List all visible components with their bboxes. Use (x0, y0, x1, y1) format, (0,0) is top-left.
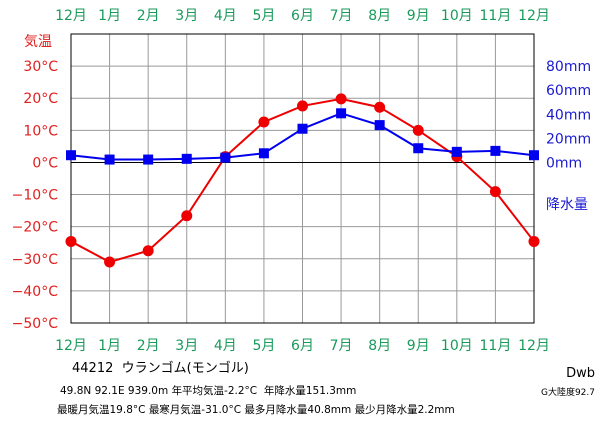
stats-line-2: 最暖月気温19.8°C 最寒月気温-31.0°C 最多月降水量40.8mm 最少… (57, 402, 455, 417)
right-tick-label: 20mm (546, 131, 591, 147)
month-label-top: 7月 (330, 8, 353, 24)
series-layer (65, 93, 540, 268)
month-label-top: 5月 (252, 8, 275, 24)
month-label-bottom: 10月 (441, 338, 473, 354)
month-label-bottom: 6月 (291, 338, 314, 354)
left-tick-label: 20°C (23, 91, 58, 107)
temperature-point (181, 210, 193, 222)
precipitation-point (220, 152, 231, 163)
month-label-top: 3月 (175, 8, 198, 24)
month-label-top: 12月 (518, 8, 550, 24)
annual-temp: 年平均気温-2.2°C (171, 385, 258, 397)
wettest-month: 最多月降水量40.8mm (244, 404, 352, 416)
month-label-bottom: 1月 (98, 338, 121, 354)
warmest-month: 最暖月気温19.8°C (57, 404, 146, 416)
station-coords: 49.8N 92.1E 939.0m (60, 385, 169, 397)
temperature-point (297, 100, 308, 112)
right-tick-label: 60mm (546, 83, 591, 99)
precipitation-point (104, 154, 115, 165)
precipitation-point (181, 153, 192, 164)
left-tick-label: −50°C (12, 316, 59, 332)
station-name: ウランゴム(モンゴル) (121, 361, 249, 376)
month-label-bottom: 12月 (55, 338, 87, 354)
month-label-bottom: 9月 (407, 338, 430, 354)
precipitation-point (143, 154, 154, 165)
left-tick-label: 0°C (32, 155, 58, 171)
precipitation-point (66, 150, 76, 161)
left-tick-label: −20°C (12, 220, 59, 236)
left-tick-label: −10°C (12, 188, 59, 204)
month-label-bottom: 11月 (480, 338, 512, 354)
precipitation-point (336, 108, 347, 119)
left-tick-label: 10°C (23, 123, 58, 139)
month-label-top: 4月 (214, 8, 237, 24)
left-tick-label: −40°C (12, 284, 59, 300)
temperature-point (528, 235, 540, 247)
station-line: 44212 ウランゴム(モンゴル) (72, 357, 249, 376)
month-label-bottom: 2月 (137, 338, 160, 354)
precipitation-point (451, 146, 462, 157)
month-label-top: 9月 (407, 8, 430, 24)
month-label-bottom: 12月 (518, 338, 550, 354)
precipitation-point (490, 145, 501, 156)
month-label-top: 11月 (480, 8, 512, 24)
precipitation-point (413, 143, 424, 154)
month-label-top: 8月 (368, 8, 391, 24)
climate-code: Dwb (566, 366, 595, 381)
month-label-top: 12月 (55, 8, 87, 24)
month-label-top: 1月 (98, 8, 121, 24)
right-axis-title: 降水量 (546, 197, 588, 213)
left-tick-label: 30°C (23, 59, 58, 75)
month-label-bottom: 4月 (214, 338, 237, 354)
plot-frame (70, 33, 535, 324)
precipitation-point (258, 148, 269, 159)
precipitation-point (374, 120, 385, 131)
precipitation-point (529, 150, 539, 161)
month-label-bottom: 7月 (330, 338, 353, 354)
coldest-month: 最寒月気温-31.0°C (148, 404, 242, 416)
temperature-point (412, 124, 424, 136)
temperature-point (374, 101, 386, 113)
temperature-point (104, 256, 116, 268)
stats-line-1: 49.8N 92.1E 939.0m 年平均気温-2.2°C 年降水量151.3… (60, 383, 356, 398)
temperature-point (335, 93, 347, 105)
right-tick-label: 80mm (546, 59, 591, 75)
month-label-bottom: 8月 (368, 338, 391, 354)
annual-precip: 年降水量151.3mm (263, 385, 357, 397)
left-tick-label: −30°C (12, 252, 59, 268)
temperature-point (258, 116, 270, 128)
temperature-point (142, 245, 154, 257)
temperature-point (489, 186, 501, 198)
month-label-top: 10月 (441, 8, 473, 24)
grid-layer (71, 34, 534, 323)
right-tick-label: 0mm (546, 155, 582, 171)
source-note: G大陸度92.7 (540, 388, 595, 398)
left-axis-title: 気温 (24, 34, 52, 50)
month-label-top: 2月 (137, 8, 160, 24)
right-tick-label: 40mm (546, 107, 591, 123)
month-label-bottom: 3月 (175, 338, 198, 354)
month-label-bottom: 5月 (252, 338, 275, 354)
label-layer: 12月 12月 1月 1月 2月 2月 3月 3月 4月 4月 5月 5月 6月 6月 7月 7月 8月 8月 9月… (12, 8, 591, 354)
month-label-top: 6月 (291, 8, 314, 24)
driest-month: 最少月降水量2.2mm (354, 404, 455, 416)
temperature-point (65, 235, 77, 247)
precipitation-point (297, 123, 308, 134)
station-id: 44212 (72, 361, 114, 376)
